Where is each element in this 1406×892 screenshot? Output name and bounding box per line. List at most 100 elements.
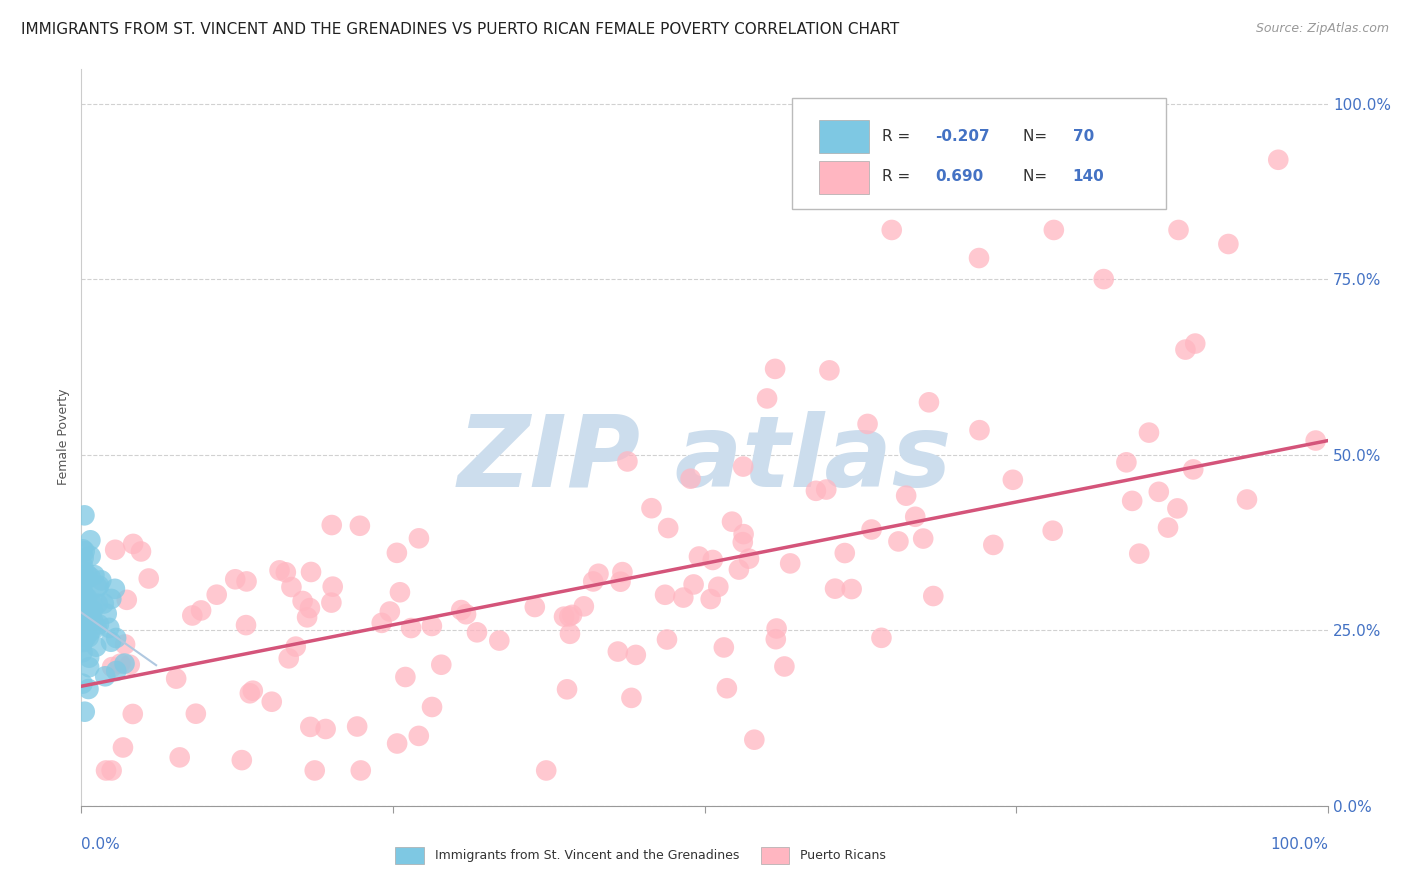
Point [744,732,766,747]
Point [322,580,344,594]
Point [83,615,105,629]
Point [894,489,917,503]
Point [679,472,702,486]
Point [235,574,257,589]
Text: Immigrants from St. Vincent and the Grenadines: Immigrants from St. Vincent and the Gren… [434,849,740,862]
Point [763,362,786,376]
Point [553,609,575,624]
Point [93,597,115,611]
Text: IMMIGRANTS FROM ST. VINCENT AND THE GRENADINES VS PUERTO RICAN FEMALE POVERTY CO: IMMIGRANTS FROM ST. VINCENT AND THE GREN… [21,22,900,37]
Point [76,601,98,615]
Text: ZIP atlas: ZIP atlas [457,410,952,508]
Point [75,630,97,644]
Point [1236,492,1258,507]
Point [1128,547,1150,561]
Point [465,625,488,640]
Point [82,597,104,611]
Point [72,564,94,578]
Point [75,572,97,586]
Point [388,585,411,599]
Point [370,615,392,630]
Point [834,546,856,560]
Point [815,483,838,497]
Point [779,557,801,571]
Point [394,670,416,684]
Point [105,664,128,678]
Point [688,549,710,564]
Point [72,590,94,604]
Point [231,753,253,767]
Point [87,597,110,611]
Point [96,607,118,621]
Point [1305,434,1327,448]
Point [260,695,283,709]
Point [73,591,96,606]
Point [83,568,105,582]
Point [100,591,122,606]
Point [100,764,122,778]
Point [86,580,108,594]
Point [408,729,430,743]
Point [80,607,103,622]
Point [73,550,96,565]
Point [765,622,787,636]
Point [1182,462,1205,476]
Point [94,669,117,683]
Point [79,533,101,548]
Point [77,681,100,696]
Point [72,630,94,644]
Point [969,423,991,437]
Point [880,223,903,237]
Text: R =: R = [882,128,915,144]
Point [72,619,94,633]
Point [1043,223,1066,237]
Point [321,518,343,533]
Point [101,660,124,674]
Point [620,690,643,705]
Point [169,750,191,764]
Point [72,599,94,614]
Point [841,582,863,596]
Point [86,620,108,634]
Point [118,657,141,672]
Bar [820,120,869,153]
Point [100,634,122,648]
Point [284,640,307,654]
Point [606,644,628,658]
Point [77,650,100,665]
Point [488,633,510,648]
Point [707,580,730,594]
Point [1267,153,1289,167]
FancyBboxPatch shape [792,98,1166,209]
Point [728,563,751,577]
Point [408,532,430,546]
Point [1115,455,1137,469]
Point [922,589,945,603]
Text: 70: 70 [1073,128,1094,144]
Point [856,417,879,431]
Point [1166,501,1188,516]
Point [165,672,187,686]
Point [349,518,371,533]
Point [298,601,321,615]
Point [699,592,721,607]
Point [75,605,97,619]
Point [655,632,678,647]
Point [887,534,910,549]
Point [72,645,94,659]
Point [1092,272,1115,286]
Text: R =: R = [882,169,920,185]
Point [98,621,121,635]
Point [918,395,941,409]
Point [304,764,326,778]
Point [205,588,228,602]
Point [616,454,638,468]
Point [77,615,100,629]
Point [1137,425,1160,440]
Point [1157,520,1180,534]
Point [114,637,136,651]
Point [624,648,647,662]
Point [534,764,557,778]
Text: 0.0%: 0.0% [82,837,120,852]
Point [77,660,100,674]
